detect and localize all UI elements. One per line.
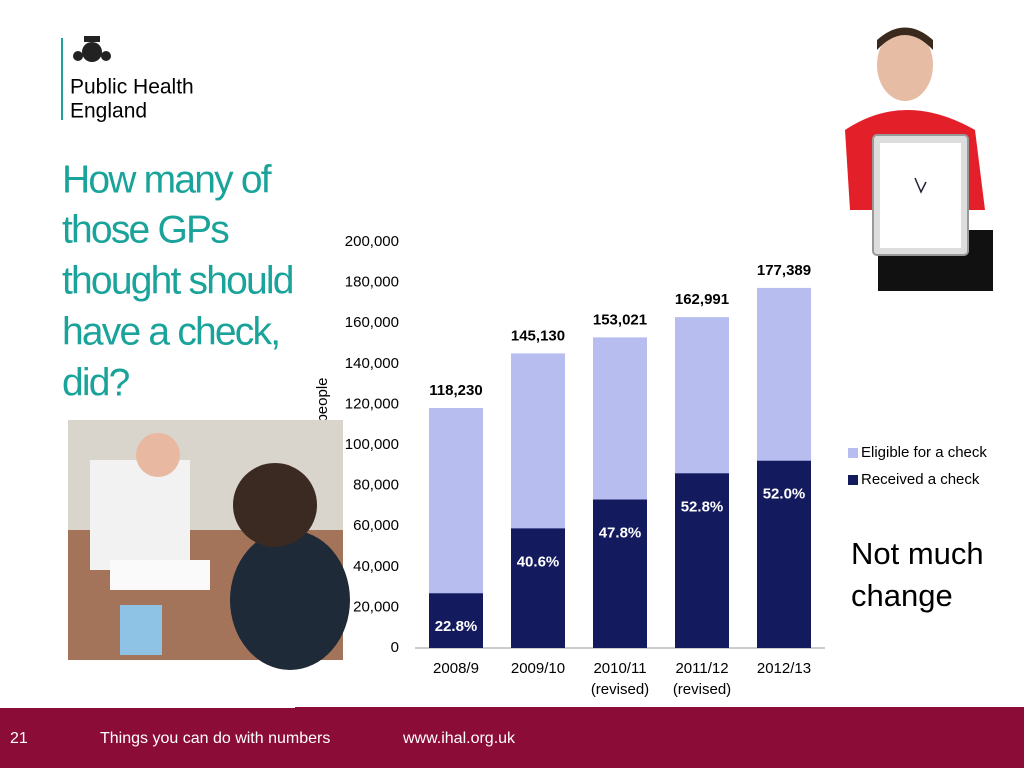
value-label: 162,991 xyxy=(675,291,729,308)
share-label: 40.6% xyxy=(517,553,560,570)
legend-label: Received a check xyxy=(861,471,980,488)
heading: did? xyxy=(62,361,130,404)
photo-person xyxy=(840,27,993,291)
value-label: 177,389 xyxy=(757,262,811,279)
org-name: England xyxy=(70,100,147,123)
legend-label: Eligible for a check xyxy=(861,444,987,461)
y-tick-label: 120,000 xyxy=(345,395,399,412)
photo-gp xyxy=(68,420,350,670)
crest xyxy=(73,36,111,62)
x-tick-label: 2012/13 xyxy=(757,660,811,677)
heading: have a check, xyxy=(62,310,279,353)
heading: thought should xyxy=(62,259,293,302)
y-tick-label: 80,000 xyxy=(353,477,399,494)
y-tick-label: 0 xyxy=(391,639,399,656)
value-label: 118,230 xyxy=(429,382,482,399)
bar xyxy=(675,473,729,648)
y-axis-label: people xyxy=(314,377,331,422)
share-label: 52.0% xyxy=(763,486,806,503)
legend-swatch xyxy=(848,475,858,485)
heading: How many of xyxy=(62,158,272,201)
x-tick-label: 2010/11 (revised) xyxy=(591,660,649,698)
y-tick-label: 160,000 xyxy=(345,314,399,331)
share-label: 22.8% xyxy=(435,618,478,635)
heading: those GPs xyxy=(62,208,229,251)
bar xyxy=(593,499,647,648)
share-label: 47.8% xyxy=(599,524,642,541)
footer-title: Things you can do with numbers xyxy=(100,730,330,747)
y-tick-label: 20,000 xyxy=(353,598,399,615)
bar xyxy=(429,593,483,648)
page-number: 21 xyxy=(10,730,28,747)
annotation: Not much xyxy=(851,536,984,571)
org-name: Public Health xyxy=(70,76,194,99)
legend-swatch xyxy=(848,448,858,458)
bar xyxy=(757,460,811,648)
footer-bar xyxy=(0,707,1024,768)
x-tick-label: 2009/10 xyxy=(511,660,565,677)
y-tick-label: 60,000 xyxy=(353,517,399,534)
x-tick-label: 2008/9 xyxy=(433,660,479,677)
y-tick-label: 140,000 xyxy=(345,355,399,372)
y-tick-label: 40,000 xyxy=(353,558,399,575)
share-label: 52.8% xyxy=(681,498,724,515)
value-label: 153,021 xyxy=(593,311,647,328)
y-tick-label: 200,000 xyxy=(345,233,399,250)
y-tick-label: 100,000 xyxy=(345,436,399,453)
x-tick-label: 2011/12 (revised) xyxy=(673,660,731,698)
annotation: change xyxy=(851,578,953,613)
y-tick-label: 180,000 xyxy=(345,274,399,291)
value-label: 145,130 xyxy=(511,327,565,344)
footer-url: www.ihal.org.uk xyxy=(402,730,516,747)
bar xyxy=(511,528,565,648)
